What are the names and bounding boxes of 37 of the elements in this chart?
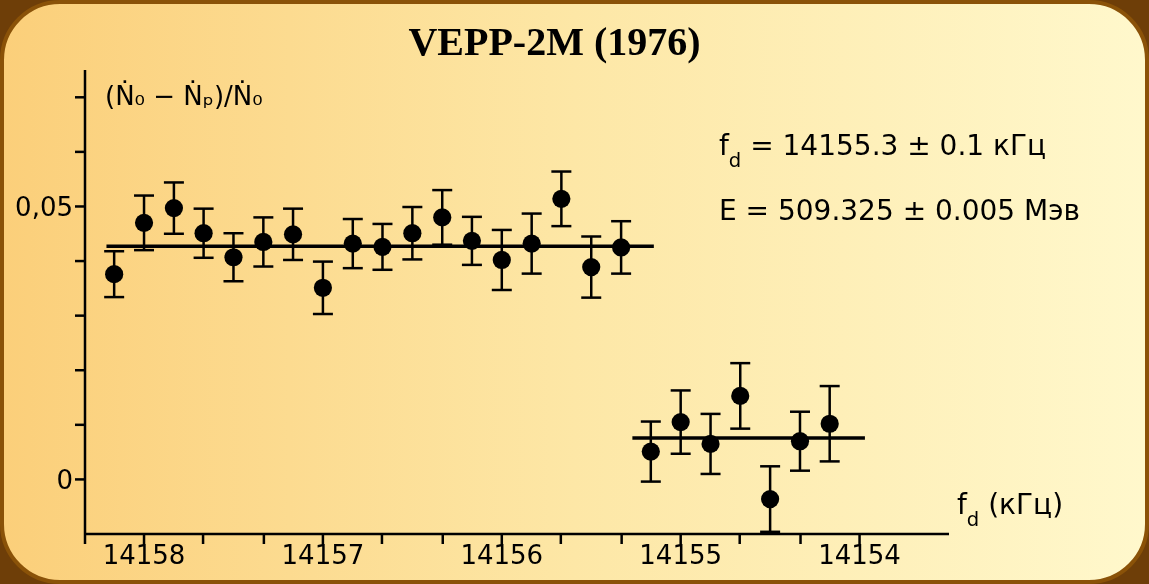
point — [820, 414, 839, 433]
point — [671, 413, 690, 432]
y-tick-label: 0,05 — [15, 191, 73, 222]
point — [731, 386, 750, 405]
x-tick-label: 14154 — [818, 540, 901, 571]
point — [522, 234, 541, 253]
x-tick-label: 14157 — [281, 540, 365, 571]
x-axis-title: f$_{d}$ (кГц) — [957, 488, 1064, 531]
point — [373, 237, 392, 256]
point — [254, 232, 273, 252]
annotation: E = 509.325 ± 0.005 Мэв — [719, 194, 1081, 227]
point — [552, 189, 571, 208]
point — [761, 489, 780, 509]
annotation: f$_{d}$ = 14155.3 ± 0.1 кГц — [719, 129, 1047, 172]
point — [462, 231, 482, 250]
y-tick-label: 0 — [56, 464, 73, 495]
point — [701, 434, 720, 454]
point — [492, 250, 511, 270]
point — [134, 213, 154, 232]
point — [164, 199, 183, 218]
point — [790, 432, 810, 451]
point — [433, 208, 452, 227]
x-tick-label: 14155 — [639, 540, 723, 571]
point — [641, 442, 660, 461]
chart-title: VEPP-2M (1976) — [408, 19, 701, 64]
point — [194, 224, 213, 243]
point — [612, 238, 631, 257]
x-tick-label: 14158 — [102, 540, 186, 571]
point — [313, 278, 333, 297]
point — [343, 234, 362, 253]
point — [283, 225, 303, 244]
point — [224, 248, 243, 267]
point — [105, 265, 124, 284]
point — [582, 257, 601, 277]
point — [403, 224, 422, 243]
x-tick-label: 14156 — [460, 540, 544, 571]
y-axis-title: (Ṅ₀ − Ṅₚ)/Ṅ₀ — [105, 80, 263, 111]
